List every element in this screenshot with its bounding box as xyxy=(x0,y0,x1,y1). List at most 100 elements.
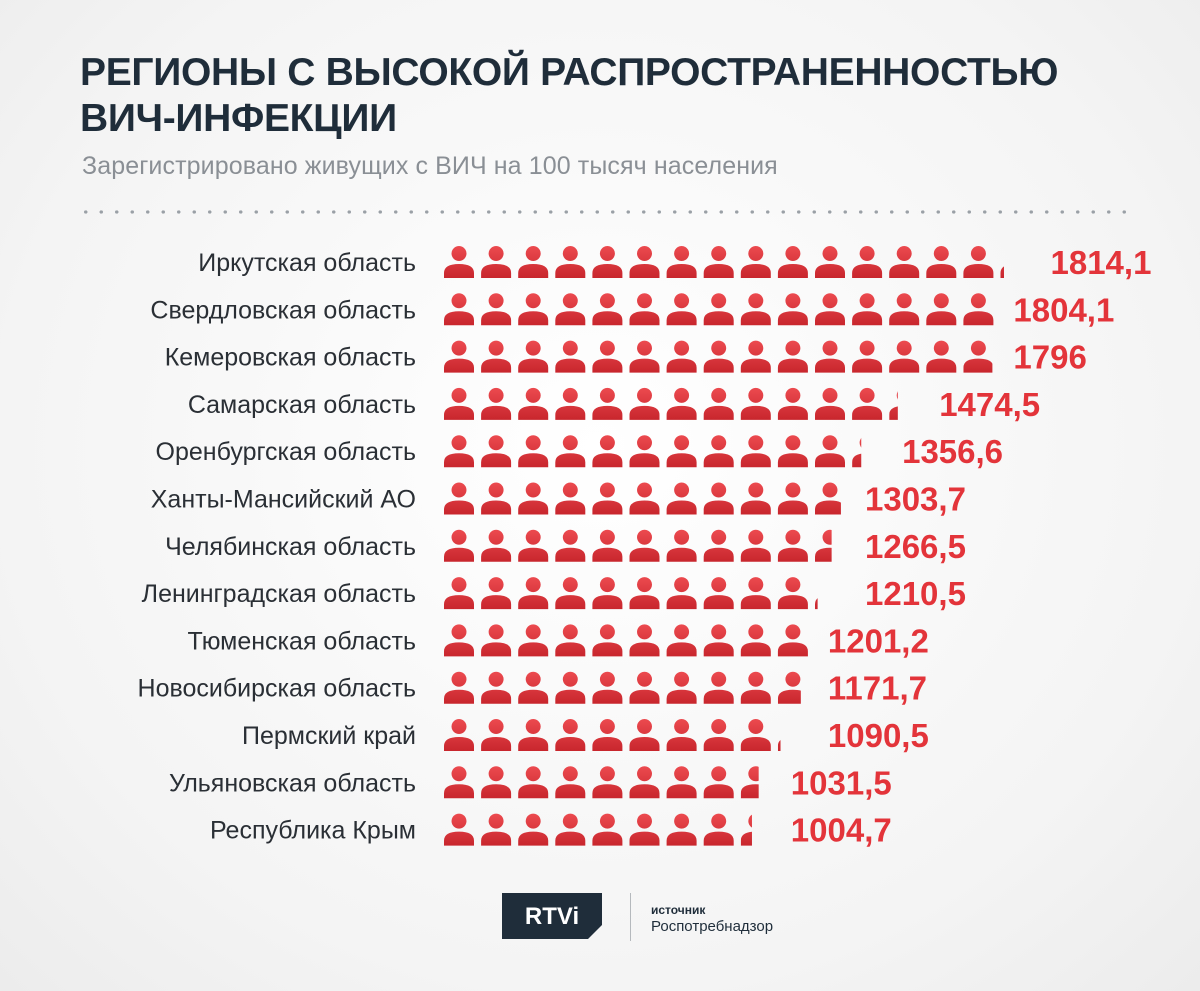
person-icon xyxy=(518,624,549,657)
partial-person-icon xyxy=(963,340,993,373)
person-icon xyxy=(703,813,734,846)
dotted-divider xyxy=(78,210,1130,214)
person-icon xyxy=(592,529,623,562)
person-icon xyxy=(592,340,623,373)
person-icon xyxy=(555,482,586,515)
value-label: 1201,2 xyxy=(828,622,929,659)
person-icon xyxy=(592,624,623,657)
region-label: Иркутская область xyxy=(198,249,416,277)
person-icon xyxy=(444,435,474,468)
footer-divider xyxy=(630,893,631,941)
person-icon xyxy=(629,671,660,704)
person-icon xyxy=(481,387,512,420)
person-icon xyxy=(518,387,549,420)
person-icon xyxy=(740,719,771,751)
chart-row: Тюменская область 1201,2 xyxy=(188,622,929,659)
person-icon xyxy=(889,340,920,373)
person-icon xyxy=(629,766,660,799)
person-icon xyxy=(703,387,734,420)
chart-row: Челябинская область 1266,5 xyxy=(165,528,966,565)
person-icon xyxy=(629,813,660,846)
person-icon xyxy=(815,293,845,326)
logo-text: RTVi xyxy=(525,903,579,930)
region-label: Новосибирская область xyxy=(138,675,416,703)
person-icon xyxy=(740,293,771,326)
person-icon xyxy=(444,293,474,326)
person-icon xyxy=(629,246,660,278)
person-icon xyxy=(555,529,586,562)
person-icon xyxy=(555,293,586,326)
partial-person-icon xyxy=(777,740,781,751)
chart-row: Ленинградская область 1210,5 xyxy=(142,575,966,612)
person-icon xyxy=(629,482,660,515)
value-label: 1474,5 xyxy=(939,386,1040,423)
person-icon xyxy=(777,435,808,468)
person-icon xyxy=(518,577,549,610)
person-icon xyxy=(481,766,512,799)
person-icon xyxy=(444,671,474,704)
rtvi-logo: RTVi xyxy=(502,893,602,939)
person-icon xyxy=(666,246,697,278)
person-icon xyxy=(629,435,660,468)
value-label: 1266,5 xyxy=(865,528,966,565)
value-label: 1303,7 xyxy=(865,481,966,518)
person-icon xyxy=(740,482,771,515)
person-icon xyxy=(629,719,660,751)
person-icon xyxy=(592,719,623,751)
value-label: 1031,5 xyxy=(791,764,892,801)
chart-row: Самарская область 1474,5 xyxy=(188,386,1040,423)
person-icon xyxy=(518,766,549,799)
person-icon xyxy=(815,387,845,420)
region-label: Ленинградская область xyxy=(142,580,416,608)
person-icon xyxy=(666,719,697,751)
person-icon xyxy=(852,246,883,278)
person-icon xyxy=(777,577,808,610)
person-icon xyxy=(481,671,512,704)
person-icon xyxy=(555,766,586,799)
person-icon xyxy=(740,577,771,610)
person-icon xyxy=(852,340,883,373)
partial-person-icon xyxy=(777,671,801,704)
person-icon xyxy=(629,577,660,610)
person-icon xyxy=(666,293,697,326)
person-icon xyxy=(703,671,734,704)
chart-row: Иркутская область 1814,1 xyxy=(198,244,1151,281)
chart-row: Ульяновская область 1031,5 xyxy=(169,764,892,801)
person-icon xyxy=(481,482,512,515)
partial-person-icon xyxy=(815,529,832,562)
partial-person-icon xyxy=(1000,266,1005,278)
person-icon xyxy=(740,435,771,468)
partial-person-icon xyxy=(815,482,841,515)
person-icon xyxy=(703,577,734,610)
person-icon xyxy=(592,577,623,610)
chart-row: Свердловская область 1804,1 xyxy=(150,291,1114,328)
person-icon xyxy=(703,435,734,468)
person-icon xyxy=(740,387,771,420)
person-icon xyxy=(815,340,845,373)
person-icon xyxy=(815,246,845,278)
person-icon xyxy=(740,624,771,657)
person-icon xyxy=(889,246,920,278)
person-icon xyxy=(444,577,474,610)
icon-bar-chart: Иркутская область 1814,1 Свердловская обла… xyxy=(138,244,1152,849)
partial-person-icon xyxy=(815,598,818,610)
person-icon xyxy=(592,435,623,468)
person-icon xyxy=(444,529,474,562)
person-icon xyxy=(444,387,474,420)
person-icon xyxy=(481,529,512,562)
person-icon xyxy=(555,387,586,420)
person-icon xyxy=(629,529,660,562)
person-icon xyxy=(777,482,808,515)
partial-person-icon xyxy=(740,766,759,799)
person-icon xyxy=(629,624,660,657)
region-label: Ульяновская область xyxy=(169,769,416,797)
person-icon xyxy=(555,813,586,846)
person-icon xyxy=(592,766,623,799)
person-icon xyxy=(555,435,586,468)
person-icon xyxy=(518,671,549,704)
person-icon xyxy=(518,293,549,326)
person-icon xyxy=(666,766,697,799)
person-icon xyxy=(481,246,512,278)
source-caption: источник xyxy=(651,903,706,917)
region-label: Челябинская область xyxy=(165,533,416,561)
